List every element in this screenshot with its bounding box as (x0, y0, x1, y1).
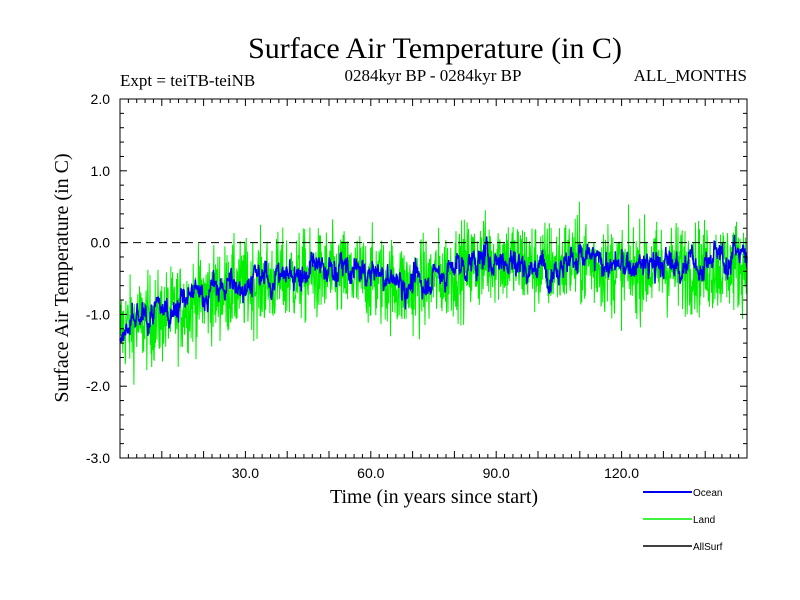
chart-subtitle-right: ALL_MONTHS (634, 66, 747, 85)
y-axis-label: Surface Air Temperature (in C) (51, 153, 73, 402)
legend-label-land: Land (693, 515, 715, 526)
y-tick-label: 1.0 (91, 163, 111, 179)
legend: Ocean Land AllSurf (643, 488, 723, 553)
y-tick-label: -2.0 (86, 378, 110, 394)
chart-subtitle-center: 0284kyr BP - 0284kyr BP (345, 66, 522, 85)
y-axis: -3.0 -2.0 -1.0 0.0 1.0 2.0 (86, 91, 747, 466)
x-axis: 30.0 60.0 90.0 120.0 (127, 99, 748, 481)
chart-title: Surface Air Temperature (in C) (248, 32, 622, 65)
x-tick-label: 30.0 (232, 465, 259, 481)
y-tick-label: 0.0 (91, 235, 111, 251)
chart-subtitle-left: Expt = teiTB-teiNB (120, 71, 255, 90)
legend-label-ocean: Ocean (693, 488, 722, 499)
plot-area (119, 201, 748, 385)
x-tick-label: 90.0 (483, 465, 510, 481)
x-tick-label: 60.0 (357, 465, 384, 481)
x-tick-label: 120.0 (604, 465, 639, 481)
ocean-series-line (119, 234, 748, 344)
y-tick-label: 2.0 (91, 91, 111, 107)
plot-frame (119, 98, 748, 459)
y-tick-label: -1.0 (86, 306, 110, 322)
y-tick-label: -3.0 (86, 450, 110, 466)
legend-label-allsurf: AllSurf (693, 542, 723, 553)
land-series-line (119, 201, 748, 385)
x-axis-label: Time (in years since start) (330, 486, 538, 508)
